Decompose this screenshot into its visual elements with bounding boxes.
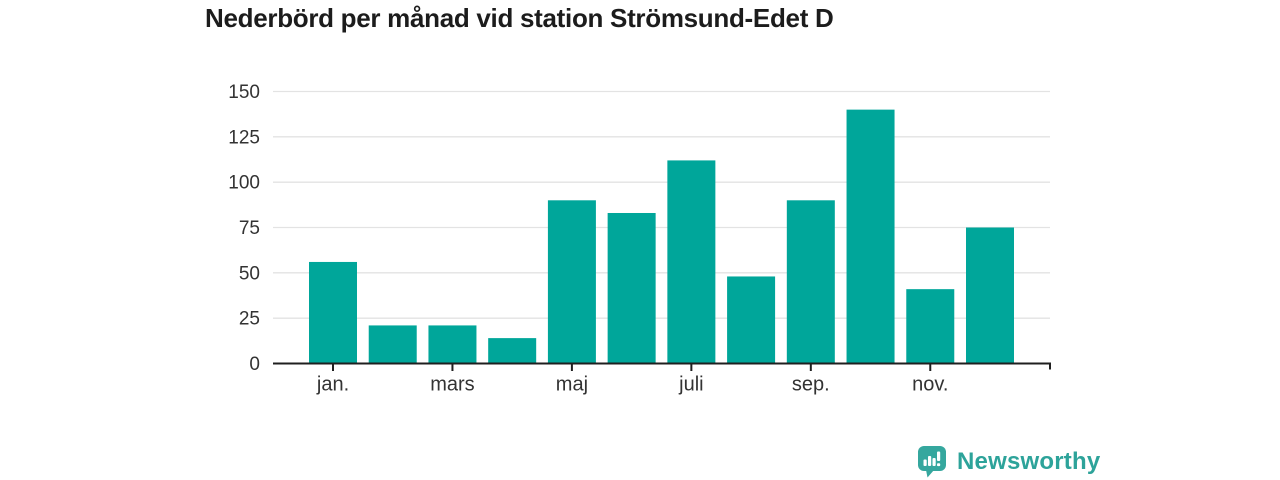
- bar-jan.: [309, 261, 357, 364]
- y-tick-label-0: 0: [249, 354, 260, 375]
- bar-mars: [428, 325, 477, 364]
- bar-apr.: [488, 338, 537, 364]
- bars: [309, 109, 1014, 364]
- chart-title: Nederbörd per månad vid station Strömsun…: [205, 3, 834, 33]
- newsworthy-logo[interactable]: Newsworthy: [916, 445, 1100, 479]
- newsworthy-logo-icon: [918, 446, 946, 478]
- x-axis: jan. mars maj juli sep. nov.: [273, 362, 1051, 396]
- y-tick-label-150: 150: [228, 82, 260, 103]
- x-tick-label-nov.: nov.: [912, 374, 948, 396]
- y-tick-label-125: 125: [228, 127, 260, 148]
- x-tick-label-juli: juli: [678, 374, 703, 396]
- bar-sep.: [786, 200, 835, 364]
- x-axis-line: [273, 362, 1051, 370]
- bar-juni: [607, 212, 656, 364]
- bar-feb.: [368, 325, 417, 364]
- y-tick-label-25: 25: [239, 309, 260, 330]
- y-tick-label-75: 75: [239, 218, 260, 239]
- bar-nov.: [906, 289, 955, 364]
- mini-bar-chart-glyph: [923, 451, 941, 467]
- gridlines: [273, 90, 1050, 319]
- y-tick-label-50: 50: [239, 263, 260, 284]
- bar-dec.: [966, 227, 1014, 364]
- bar-juli: [667, 160, 716, 364]
- x-tick-label-jan.: jan.: [316, 374, 349, 396]
- y-tick-label-100: 100: [228, 173, 260, 194]
- bar-maj: [547, 200, 596, 364]
- newsworthy-wordmark: Newsworthy: [957, 448, 1101, 475]
- x-tick-label-maj: maj: [556, 374, 588, 396]
- bar-okt.: [846, 109, 895, 364]
- x-tick-label-sep.: sep.: [792, 374, 830, 396]
- bar-aug.: [727, 276, 776, 364]
- y-axis: 0 25 50 75 100 125 150: [228, 82, 260, 375]
- x-tick-label-mars: mars: [430, 374, 474, 396]
